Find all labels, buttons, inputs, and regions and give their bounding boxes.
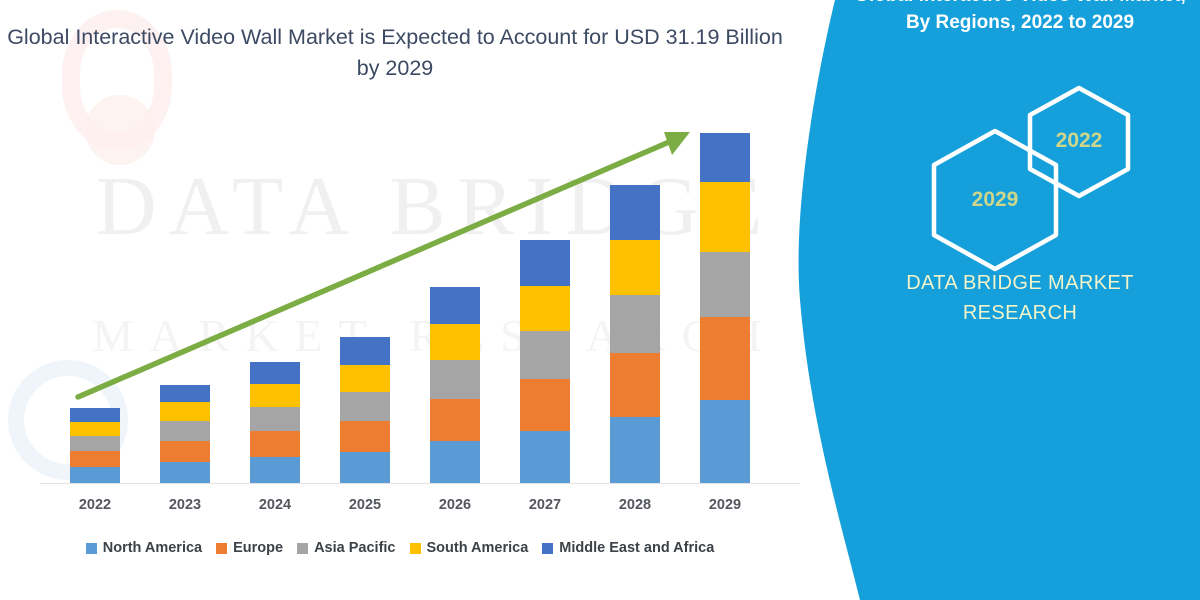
bar-2027[interactable] [520, 240, 570, 483]
bar-segment[interactable] [610, 353, 660, 417]
x-axis-labels: 2022 2023 2024 2025 2026 2027 2028 2029 [0, 497, 790, 523]
legend-swatch [216, 542, 228, 554]
bar-2026[interactable] [430, 287, 480, 483]
legend-label: Europe [233, 540, 284, 556]
bar-segment[interactable] [70, 436, 120, 451]
bar-segment[interactable] [700, 182, 750, 252]
hexagon-badges: 2029 2022 [915, 82, 1175, 272]
bar-2023[interactable] [160, 385, 210, 483]
bar-segment[interactable] [70, 422, 120, 436]
bar-segment[interactable] [160, 402, 210, 421]
legend-label: Asia Pacific [314, 540, 396, 556]
x-axis-label-2028: 2028 [618, 497, 652, 513]
bar-segment[interactable] [520, 240, 570, 286]
bar-segment[interactable] [70, 467, 120, 483]
chart-title: Global Interactive Video Wall Market is … [7, 25, 783, 80]
legend-swatch [409, 542, 421, 554]
x-axis-label-2022: 2022 [78, 497, 112, 513]
bar-segment[interactable] [610, 417, 660, 483]
bar-segment[interactable] [340, 421, 390, 452]
legend-item[interactable]: Asia Pacific [297, 540, 396, 556]
legend-item[interactable]: Europe [216, 540, 283, 556]
bar-segment[interactable] [70, 408, 120, 422]
bar-segment[interactable] [520, 431, 570, 483]
x-axis-label-2025: 2025 [348, 497, 382, 513]
bar-segment[interactable] [520, 379, 570, 431]
plot-area: 2022 2023 2024 2025 2026 2027 2028 2029 [0, 132, 800, 523]
bar-segment[interactable] [250, 384, 300, 407]
hexagon-2029-label: 2029 [971, 188, 1019, 211]
bar-segment[interactable] [430, 441, 480, 483]
x-axis-label-2027: 2027 [528, 497, 562, 513]
bar-segment[interactable] [160, 385, 210, 402]
brand-name: DATA BRIDGE MARKET RESEARCH [906, 272, 1134, 324]
bar-segment[interactable] [610, 240, 660, 295]
legend-label: South America [426, 540, 529, 556]
bar-segment[interactable] [700, 400, 750, 483]
bar-segment[interactable] [700, 317, 750, 400]
legend-item[interactable]: North America [85, 540, 203, 556]
bar-segment[interactable] [610, 185, 660, 240]
bar-2028[interactable] [610, 185, 660, 483]
legend-swatch [542, 542, 554, 554]
bar-segment[interactable] [520, 331, 570, 379]
bar-segment[interactable] [700, 133, 750, 182]
bar-2029[interactable] [700, 133, 750, 483]
bar-2024[interactable] [250, 362, 300, 483]
x-axis-label-2029: 2029 [708, 497, 742, 513]
chart-panel: DATA BRIDGE MARKET RESEARCH Global Inter… [0, 10, 800, 556]
bar-segment[interactable] [340, 392, 390, 421]
x-axis-label-2023: 2023 [168, 497, 202, 513]
bar-segment[interactable] [250, 457, 300, 483]
bar-segment[interactable] [340, 452, 390, 483]
bar-segment[interactable] [430, 399, 480, 441]
hexagon-2022-label: 2022 [1055, 129, 1103, 152]
x-axis-label-2026: 2026 [438, 497, 472, 513]
bar-segment[interactable] [430, 324, 480, 360]
legend-swatch [297, 542, 309, 554]
bar-segment[interactable] [700, 252, 750, 317]
bar-segment[interactable] [430, 287, 480, 324]
bar-segment[interactable] [610, 295, 660, 353]
bar-segment[interactable] [70, 451, 120, 467]
bar-segment[interactable] [250, 431, 300, 457]
legend-swatch [85, 542, 97, 554]
legend-label: Middle East and Africa [559, 540, 715, 556]
blue-panel-content: Global Interactive Video Wall Market, By… [840, 0, 1200, 600]
x-axis-label-2024: 2024 [258, 497, 292, 513]
bar-segment[interactable] [520, 286, 570, 331]
bar-segment[interactable] [340, 337, 390, 365]
hexagon-2029: 2029 [925, 125, 1065, 275]
bar-segment[interactable] [160, 441, 210, 462]
bar-2022[interactable] [70, 408, 120, 483]
panel-heading: Global Interactive Video Wall Market, By… [854, 0, 1186, 33]
legend-item[interactable]: South America [409, 540, 529, 556]
bar-segment[interactable] [160, 421, 210, 441]
hexagon-2022: 2022 [1023, 82, 1135, 202]
bar-segment[interactable] [160, 462, 210, 483]
bar-segment[interactable] [250, 362, 300, 384]
axis-baseline [40, 483, 800, 484]
legend-item[interactable]: Middle East and Africa [542, 540, 714, 556]
bar-segment[interactable] [430, 360, 480, 399]
bar-segment[interactable] [340, 365, 390, 392]
chart-legend: North America Europe Asia Pacific South Ame… [0, 540, 800, 556]
bar-segment[interactable] [250, 407, 300, 431]
bar-2025[interactable] [340, 337, 390, 483]
legend-label: North America [102, 540, 203, 556]
